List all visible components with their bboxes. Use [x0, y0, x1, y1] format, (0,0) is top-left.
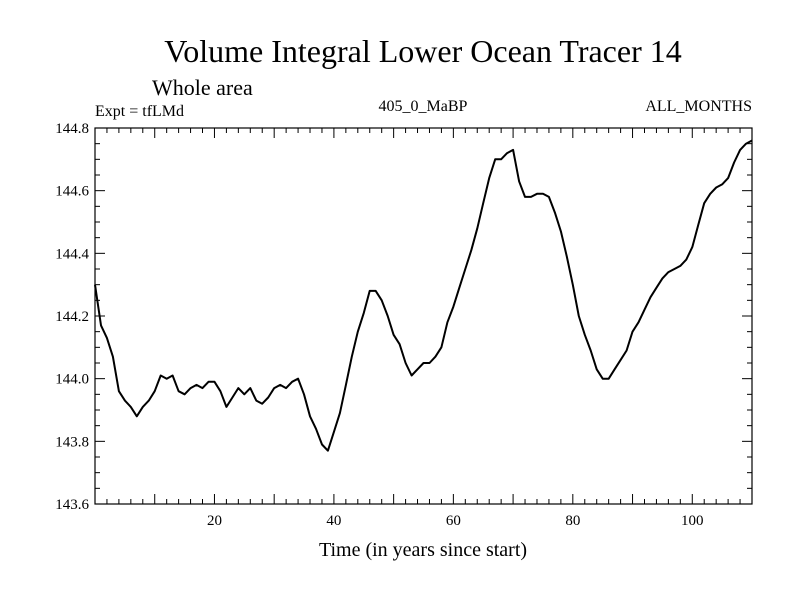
y-tick-label: 143.6	[55, 497, 89, 513]
series-group	[94, 139, 753, 452]
y-tick-label: 144.8	[55, 121, 89, 137]
chart-title: Volume Integral Lower Ocean Tracer 14	[164, 33, 681, 69]
x-tick-label: 80	[565, 513, 580, 529]
y-tick-label: 144.4	[55, 246, 89, 262]
months-label: ALL_MONTHS	[645, 98, 752, 115]
period-label: 405_0_MaBP	[379, 98, 468, 115]
y-tick-label: 144.0	[55, 372, 89, 388]
axis-tick-labels: 20 40 60 80 100 143.6 143.8 144.0 144.2 144.4 144.…	[55, 121, 703, 529]
x-tick-label: 100	[681, 513, 704, 529]
plot-frame	[94, 127, 753, 505]
expt-label: Expt = tfLMd	[95, 103, 184, 120]
series-line-tfLMd	[94, 139, 753, 452]
y-tick-label: 144.6	[55, 184, 89, 200]
axis-ticks	[95, 128, 752, 504]
x-tick-label: 20	[207, 513, 222, 529]
y-tick-label: 144.2	[55, 309, 89, 325]
x-tick-label: 40	[326, 513, 341, 529]
y-tick-label: 143.8	[55, 434, 89, 450]
x-tick-label: 60	[446, 513, 461, 529]
chart-subtitle: Whole area	[152, 75, 253, 100]
x-axis-label: Time (in years since start)	[319, 539, 527, 561]
